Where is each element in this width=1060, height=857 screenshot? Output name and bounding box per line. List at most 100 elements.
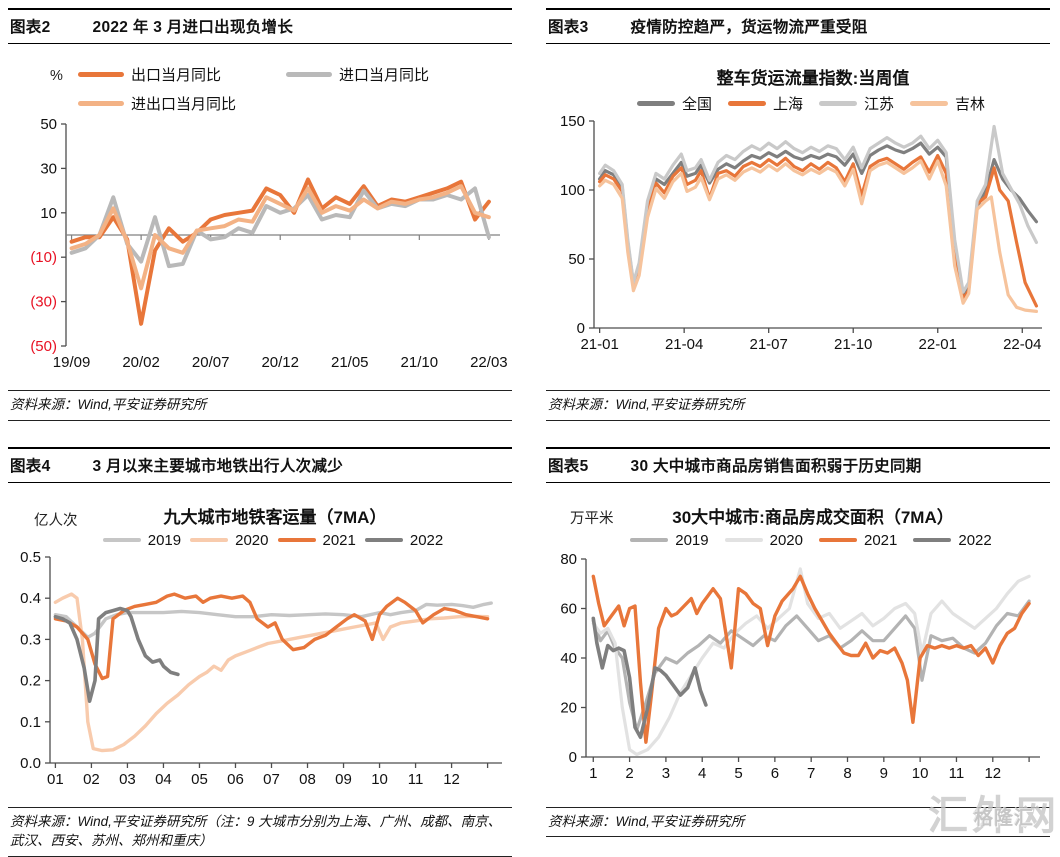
x-axis-tick-label: 20/07	[192, 354, 230, 371]
x-axis-tick-label: 07	[263, 771, 280, 788]
legend-item: 江苏	[819, 93, 894, 114]
x-axis-tick-label: 12	[984, 765, 1001, 782]
legend-label: 出口当月同比	[131, 67, 222, 84]
legend-swatch	[724, 537, 763, 543]
figure-panel-3: 图表3 疫情防控趋严，货运物流严重受阻 整车货运流量指数:当周值 全国 上海 江苏 吉…	[546, 8, 1050, 421]
legend-label: 2020	[769, 531, 803, 549]
y-axis-tick-label: 50	[568, 251, 585, 268]
series-line-0	[53, 600, 493, 639]
figure-title: 2022 年 3 月进口出现负增长	[92, 19, 294, 36]
x-axis-tick-label: 22/03	[470, 354, 508, 371]
legend-item: 2022	[913, 531, 992, 549]
x-axis-tick-label: 6	[771, 765, 779, 782]
legend-label: 2021	[864, 531, 898, 549]
series-line-1	[591, 566, 1031, 756]
figure-header: 图表2 2022 年 3 月进口出现负增长	[8, 8, 512, 44]
y-axis-tick-label: 0.0	[20, 755, 41, 772]
x-axis-tick-label: 22-01	[919, 336, 957, 353]
legend-swatch	[190, 537, 229, 543]
x-axis-tick-label: 12	[443, 771, 460, 788]
chart-legend: 2019 2020 2021 2022	[546, 532, 1050, 549]
figures-grid: 图表2 2022 年 3 月进口出现负增长 % 出口当月同比 进口当月同比 进出口当…	[8, 8, 1050, 857]
figure-number: 图表5	[548, 457, 589, 475]
x-axis-tick-label: 20/02	[122, 354, 160, 371]
legend-label: 全国	[681, 96, 712, 113]
legend-label: 2019	[147, 531, 182, 549]
chart-legend: 2019 2020 2021 2022	[8, 532, 512, 549]
legend-swatch	[819, 537, 857, 543]
x-axis-tick-label: 09	[335, 771, 352, 788]
x-axis-tick-label: 01	[47, 771, 64, 788]
legend-item: 2019	[630, 532, 709, 549]
x-axis-tick-label: 19/09	[53, 354, 91, 371]
legend-label: 2022	[958, 531, 992, 549]
report-page: { "page": { "watermark_text": "汇外网", "wa…	[8, 8, 1056, 857]
series-line-2	[597, 124, 1038, 294]
series-line-1	[53, 591, 490, 752]
legend-swatch	[819, 101, 857, 106]
source-note: 资料来源：Wind,平安证券研究所	[8, 390, 512, 421]
legend-swatch	[78, 71, 124, 78]
legend-label: 进口当月同比	[339, 67, 430, 84]
x-axis-tick-label: 04	[155, 771, 172, 788]
chart-area: 整车货运流量指数:当周值 全国 上海 江苏 吉林 150 100 50 0 21-01 21-0…	[546, 44, 1050, 386]
y-axis-tick-label: (50)	[30, 338, 57, 355]
figure-header: 图表5 30 大中城市商品房销售面积弱于历史同期	[546, 446, 1050, 483]
legend-swatch	[78, 100, 124, 107]
y-axis-tick-label: 0.3	[20, 631, 41, 648]
x-axis-tick-label: 03	[119, 771, 136, 788]
chart-title: 整车货运流量指数:当周值	[716, 69, 910, 88]
y-axis-tick-label: 0.5	[20, 551, 41, 566]
y-axis-tick-label: 0	[569, 749, 577, 766]
trade-growth-line-chart: 50 30 10 (10) (30) (50)19/09 20/02 20/07 20/12 21…	[30, 116, 508, 371]
x-axis-tick-label: 1	[589, 765, 597, 782]
legend-swatch	[364, 537, 403, 543]
x-axis-tick-label: 21-04	[665, 336, 703, 353]
chart-title: 九大城市地铁客运量（7MA）	[163, 507, 387, 527]
x-axis-tick-label: 9	[880, 765, 888, 782]
y-axis-tick-label: 50	[40, 116, 57, 133]
figure-title: 3 月以来主要城市地铁出行人次减少	[92, 457, 344, 475]
chart-area: % 出口当月同比 进口当月同比 进出口当月同比 50 30 10 (10) (30) (50)…	[8, 44, 512, 386]
x-axis-tick-label: 02	[83, 771, 100, 788]
x-axis-tick-label: 5	[734, 765, 742, 782]
legend-label: 进出口当月同比	[131, 96, 237, 113]
legend-label: 2020	[235, 531, 269, 549]
legend-item: 进出口当月同比	[78, 93, 286, 114]
x-axis-tick-label: 2	[625, 765, 633, 782]
legend-swatch	[636, 101, 675, 106]
x-axis-tick-label: 10	[371, 771, 388, 788]
x-axis-tick-label: 21-07	[750, 336, 788, 353]
x-axis-tick-label: 4	[698, 765, 706, 782]
x-axis-tick-label: 21-01	[580, 336, 618, 353]
legend-item: 全国	[636, 93, 712, 114]
figure-header: 图表3 疫情防控趋严，货运物流严重受阻	[546, 8, 1050, 44]
y-axis-tick-label: 100	[560, 182, 585, 199]
series-line-2	[53, 591, 490, 680]
y-axis-tick-label: (10)	[30, 249, 57, 266]
y-axis-tick-label: 60	[560, 600, 577, 617]
x-axis-tick-label: 3	[662, 765, 670, 782]
legend-item: 2020	[190, 531, 269, 549]
y-axis-tick-label: 0.4	[20, 590, 41, 607]
source-note: 资料来源：Wind,平安证券研究所	[546, 390, 1050, 421]
y-axis-unit: 亿人次	[34, 512, 78, 529]
legend-label: 江苏	[864, 96, 895, 113]
source-note: 资料来源：Wind,平安证券研究所	[546, 806, 1050, 838]
x-axis-tick-label: 11	[408, 771, 424, 788]
source-note: 资料来源：Wind,平安证券研究所（注：9 大城市分别为上海、广州、成都、南京、…	[8, 806, 512, 857]
legend-item: 2021	[819, 532, 897, 549]
chart-area: 亿人次 九大城市地铁客运量（7MA） 2019 2020 2021 2022 0.5 0…	[8, 483, 512, 803]
figure-number: 图表3	[548, 19, 589, 36]
y-axis-tick-label: 40	[560, 650, 577, 667]
y-axis-tick-label: 0.2	[20, 672, 41, 689]
series-line-3	[597, 159, 1038, 313]
legend-item: 吉林	[910, 93, 985, 114]
figure-panel-2: 图表2 2022 年 3 月进口出现负增长 % 出口当月同比 进口当月同比 进出口当…	[8, 8, 512, 421]
legend-item: 出口当月同比	[78, 64, 286, 85]
legend-item: 上海	[727, 93, 803, 114]
x-axis-tick-label: 05	[191, 771, 208, 788]
y-axis-tick-label: 150	[560, 116, 585, 130]
x-axis-tick-label: 21-10	[834, 336, 872, 353]
